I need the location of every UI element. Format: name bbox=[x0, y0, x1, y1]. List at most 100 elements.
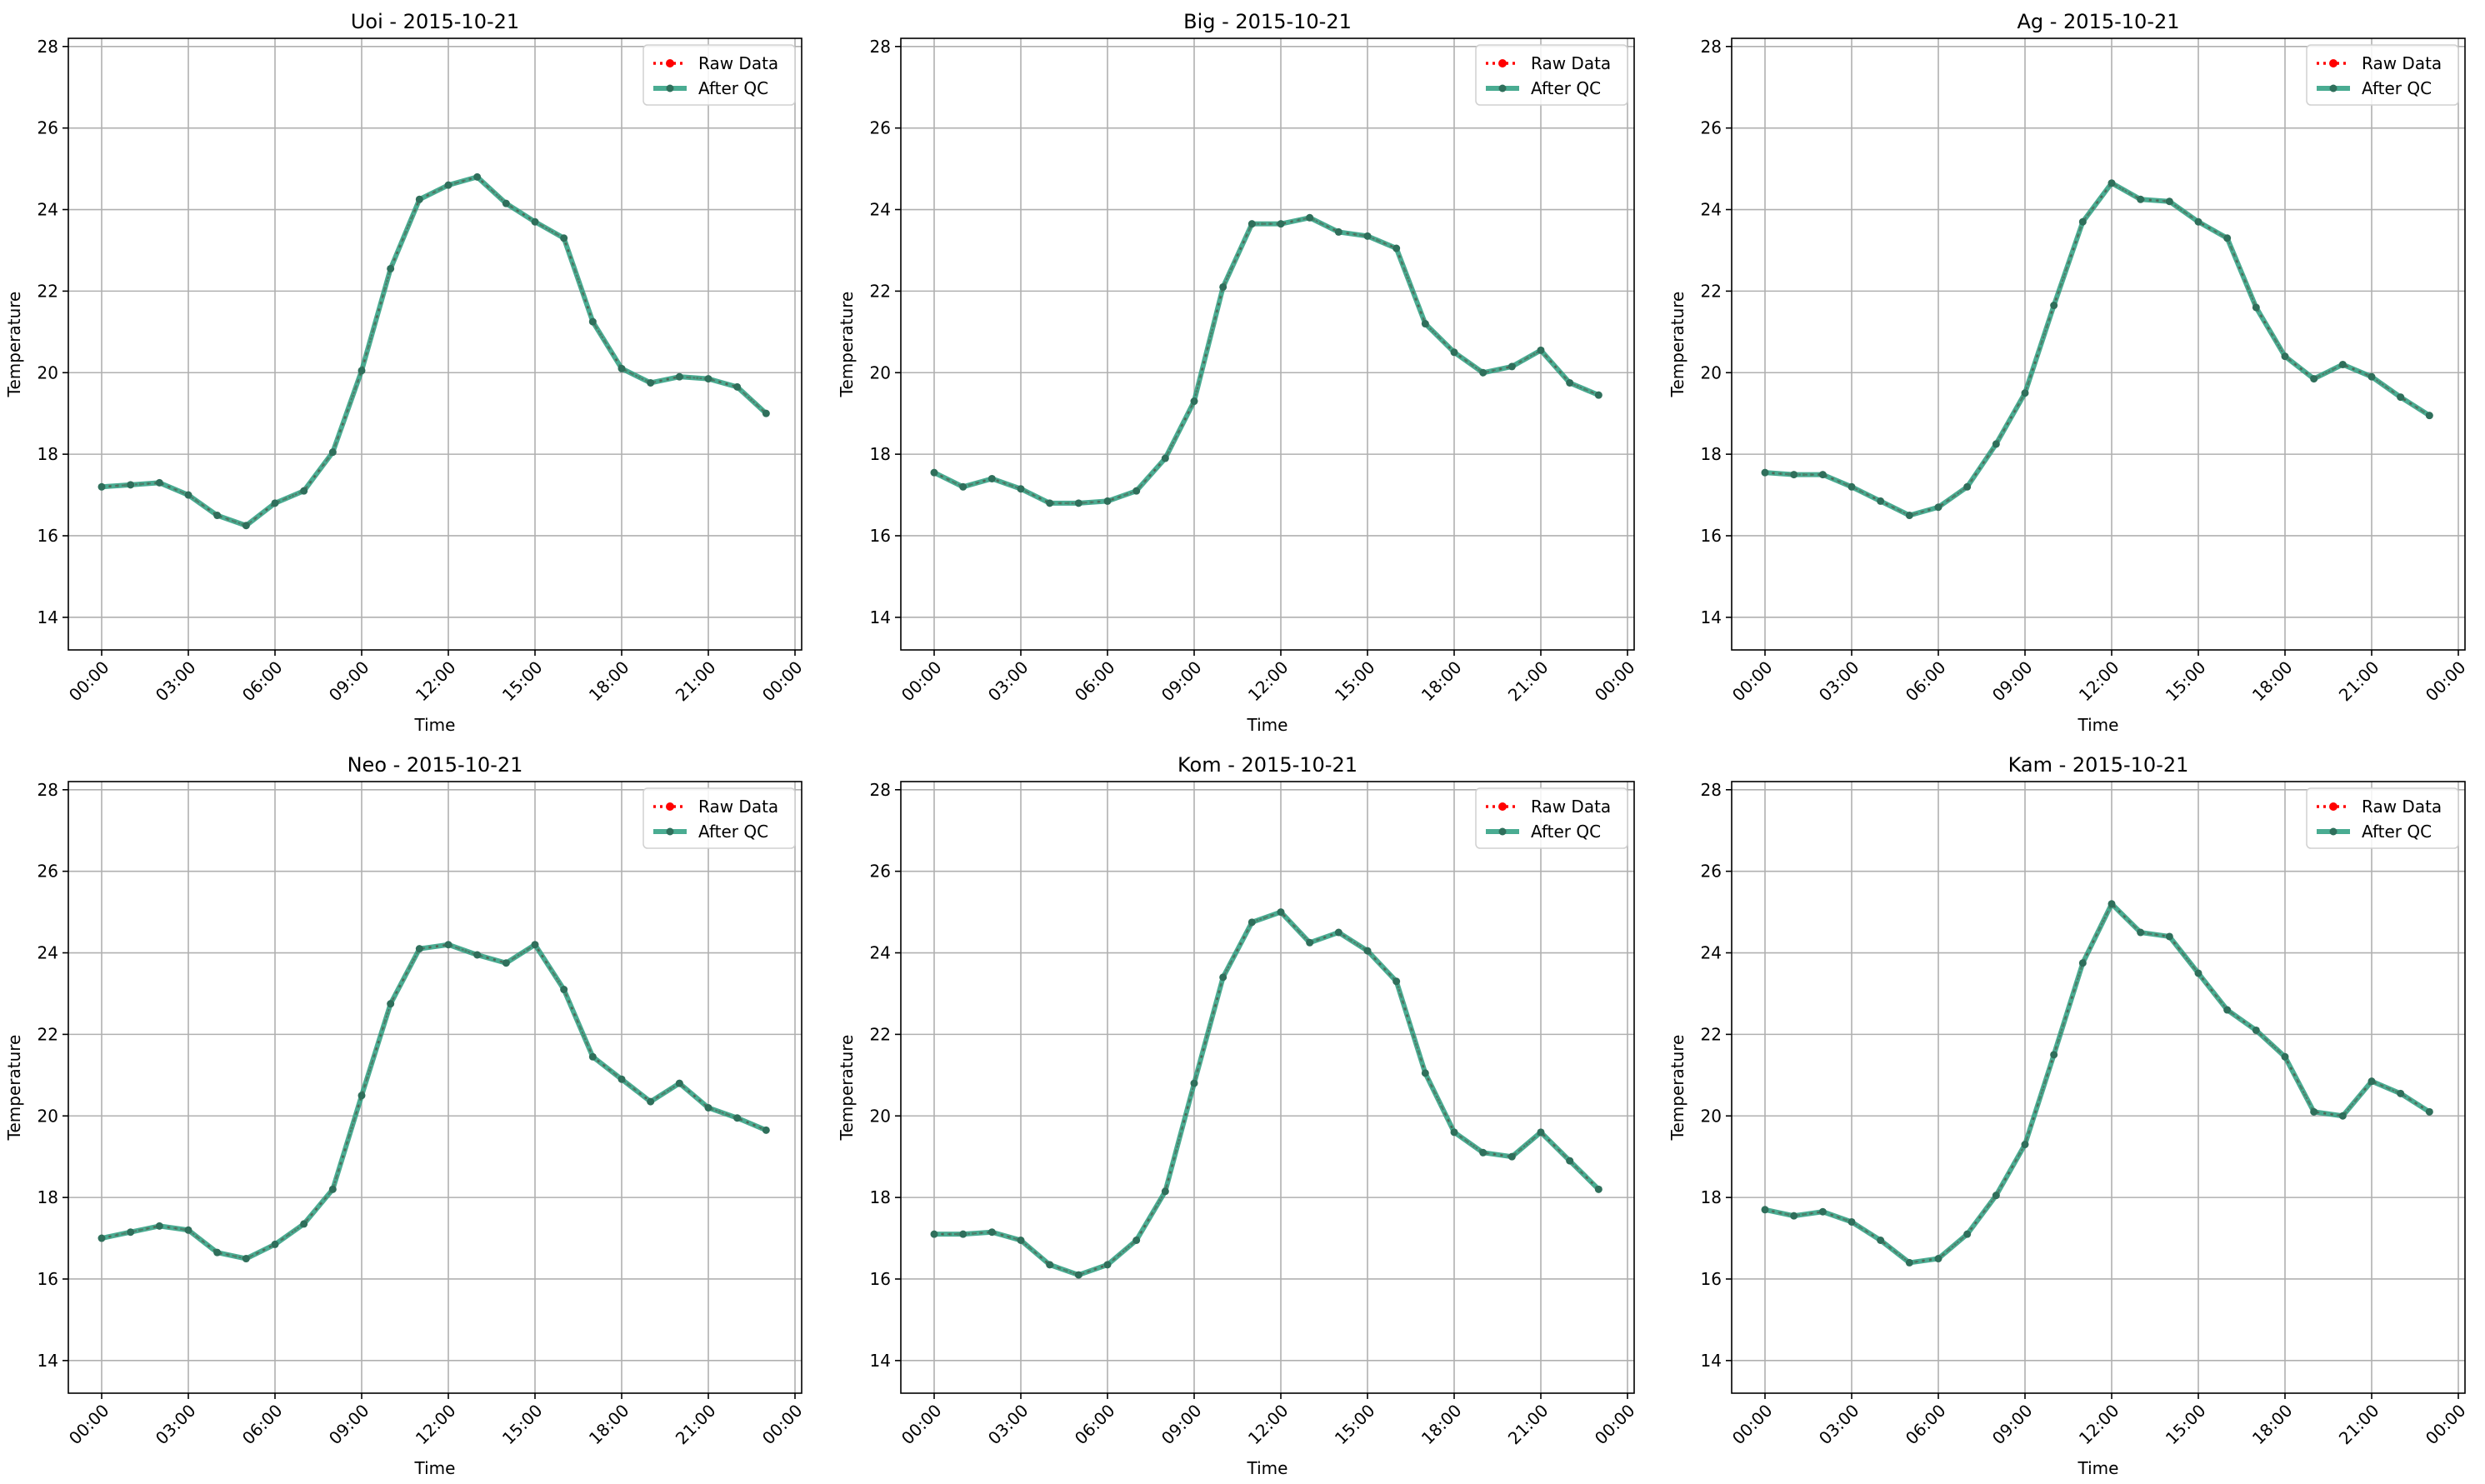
x-tick-label: 00:00 bbox=[898, 1401, 946, 1449]
axes-frame bbox=[900, 37, 1635, 651]
x-axis-label: Time bbox=[414, 1458, 456, 1478]
legend-qc-label: After QC bbox=[698, 78, 768, 98]
y-tick-label: 18 bbox=[38, 1187, 58, 1207]
data-point bbox=[2425, 412, 2433, 420]
axes-frame bbox=[900, 781, 1635, 1394]
y-tick-label: 22 bbox=[38, 1024, 58, 1044]
y-tick-label: 22 bbox=[38, 281, 58, 301]
x-tick-label: 00:00 bbox=[2422, 657, 2470, 706]
data-point bbox=[1594, 1185, 1602, 1193]
x-tick-label: 21:00 bbox=[1504, 657, 1552, 706]
y-tick-label: 20 bbox=[870, 1106, 891, 1126]
data-point bbox=[1877, 1237, 1885, 1244]
data-point bbox=[2338, 360, 2347, 368]
data-point bbox=[1761, 468, 1769, 477]
data-point bbox=[2223, 1006, 2232, 1014]
y-tick-label: 24 bbox=[870, 943, 891, 963]
x-axis-label: Time bbox=[1247, 1458, 1288, 1478]
y-axis-label: Temperature bbox=[1668, 1035, 1688, 1142]
x-tick-label: 00:00 bbox=[1728, 1401, 1777, 1449]
data-point bbox=[988, 1228, 996, 1237]
data-point bbox=[242, 1255, 250, 1263]
subplot-title: Ag - 2015-10-21 bbox=[2017, 10, 2179, 33]
data-point bbox=[2252, 303, 2260, 312]
y-axis-label: Temperature bbox=[837, 1035, 857, 1142]
plot-area bbox=[68, 38, 802, 650]
y-tick-label: 14 bbox=[870, 1351, 891, 1371]
data-point bbox=[988, 474, 996, 482]
y-tick-label: 24 bbox=[38, 943, 58, 963]
data-point bbox=[387, 264, 395, 272]
data-point bbox=[2108, 900, 2116, 908]
data-point bbox=[560, 234, 568, 242]
data-point bbox=[930, 1230, 938, 1238]
y-tick-label: 22 bbox=[870, 281, 891, 301]
data-point bbox=[560, 986, 568, 994]
data-point bbox=[213, 1248, 222, 1257]
data-point bbox=[1450, 1128, 1458, 1137]
legend-raw-marker bbox=[2329, 59, 2338, 67]
series-line-after-qc bbox=[1764, 180, 2431, 518]
data-point bbox=[2021, 389, 2029, 397]
data-point bbox=[155, 1222, 163, 1230]
data-point bbox=[1421, 1069, 1429, 1077]
y-tick-label: 28 bbox=[38, 37, 58, 57]
plot-area bbox=[68, 782, 802, 1393]
x-tick-label: 12:00 bbox=[412, 657, 460, 706]
data-point bbox=[1848, 482, 1856, 491]
legend-qc-label: After QC bbox=[1531, 78, 1601, 98]
y-tick-label: 18 bbox=[38, 444, 58, 464]
data-point bbox=[1790, 471, 1798, 479]
subplot-title: Neo - 2015-10-21 bbox=[348, 753, 523, 777]
data-point bbox=[1190, 397, 1198, 406]
data-point bbox=[2078, 959, 2087, 967]
x-tick-label: 09:00 bbox=[1158, 1401, 1206, 1449]
data-point bbox=[1334, 928, 1342, 937]
data-point bbox=[1248, 220, 1256, 228]
series-line-raw-overlay bbox=[934, 911, 1600, 1277]
data-point bbox=[1392, 977, 1401, 986]
x-tick-label: 00:00 bbox=[898, 657, 946, 706]
data-point bbox=[1277, 908, 1285, 917]
data-point bbox=[647, 1097, 655, 1106]
x-tick-label: 00:00 bbox=[1591, 657, 1639, 706]
data-point bbox=[1508, 1152, 1516, 1161]
x-tick-label: 12:00 bbox=[2075, 657, 2123, 706]
data-point bbox=[1103, 1261, 1112, 1269]
series-line-raw-overlay bbox=[1764, 902, 2430, 1264]
x-tick-label: 21:00 bbox=[2335, 657, 2383, 706]
y-tick-label: 26 bbox=[1701, 862, 1722, 882]
series-line-raw-overlay bbox=[933, 217, 1599, 504]
x-tick-label: 03:00 bbox=[1815, 657, 1863, 706]
data-point bbox=[1848, 1217, 1856, 1226]
data-point bbox=[127, 1228, 135, 1237]
y-tick-label: 18 bbox=[870, 1187, 891, 1207]
data-point bbox=[98, 1234, 106, 1242]
x-tick-label: 18:00 bbox=[585, 1401, 633, 1449]
data-point bbox=[444, 941, 452, 949]
x-tick-label: 15:00 bbox=[498, 657, 547, 706]
x-tick-label: 00:00 bbox=[65, 657, 113, 706]
x-tick-label: 09:00 bbox=[1158, 657, 1206, 706]
data-point bbox=[1963, 482, 1972, 491]
legend-qc-marker bbox=[666, 84, 674, 92]
x-tick-label: 12:00 bbox=[2075, 1401, 2123, 1449]
data-point bbox=[387, 1000, 395, 1008]
plot-area bbox=[1732, 38, 2465, 650]
data-point bbox=[1992, 1192, 2000, 1200]
data-point bbox=[1046, 1261, 1054, 1269]
data-point bbox=[1934, 1255, 1942, 1263]
x-tick-label: 03:00 bbox=[984, 1401, 1032, 1449]
y-tick-label: 14 bbox=[1701, 607, 1722, 627]
x-tick-label: 00:00 bbox=[2422, 1401, 2470, 1449]
data-point bbox=[675, 372, 683, 381]
x-tick-label: 03:00 bbox=[1815, 1401, 1863, 1449]
data-point bbox=[271, 499, 279, 507]
series-line-after-qc bbox=[932, 215, 1600, 506]
data-point bbox=[1905, 1258, 1913, 1267]
y-axis-label: Temperature bbox=[837, 292, 857, 398]
legend-raw-label: Raw Data bbox=[2362, 53, 2442, 73]
y-tick-label: 28 bbox=[870, 780, 891, 800]
subplot-3: 14 16 18 20 22 24 26 28 00:00 03:00 06:00 09:00 12:0… bbox=[4, 753, 807, 1478]
